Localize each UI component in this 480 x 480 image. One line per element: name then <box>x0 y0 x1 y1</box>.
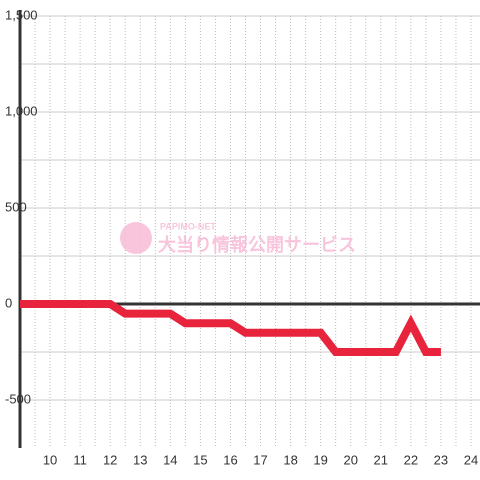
x-tick-label: 16 <box>223 452 237 467</box>
x-tick-label: 13 <box>133 452 147 467</box>
watermark-logo <box>120 222 152 254</box>
x-tick-label: 11 <box>73 452 87 467</box>
x-tick-label: 23 <box>434 452 448 467</box>
x-tick-label: 21 <box>374 452 388 467</box>
x-tick-label: 17 <box>253 452 267 467</box>
x-tick-label: 19 <box>313 452 327 467</box>
x-tick-label: 10 <box>43 452 57 467</box>
x-tick-label: 18 <box>283 452 297 467</box>
watermark-small: PAPIMO-NET <box>160 221 216 231</box>
y-tick-label: 500 <box>5 199 27 214</box>
x-tick-label: 22 <box>404 452 418 467</box>
x-tick-label: 14 <box>163 452 177 467</box>
y-tick-label: -500 <box>5 391 31 406</box>
x-tick-label: 24 <box>464 452 478 467</box>
y-tick-label: 0 <box>5 295 12 310</box>
watermark-large: 大当り情報公開サービス <box>158 234 356 255</box>
x-tick-label: 20 <box>343 452 357 467</box>
x-tick-label: 15 <box>193 452 207 467</box>
x-tick-label: 12 <box>103 452 117 467</box>
data-line <box>20 300 441 356</box>
watermark: PAPIMO-NET 大当り情報公開サービス <box>120 221 356 255</box>
